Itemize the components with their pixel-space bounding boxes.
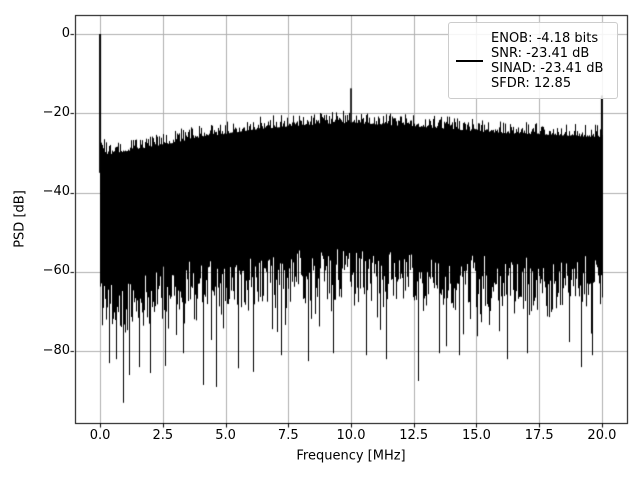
x-tick-label: 12.5 [399, 428, 429, 443]
x-tick-label: 2.5 [152, 428, 174, 443]
x-tick-label: 15.0 [461, 428, 491, 443]
x-tick-label: 5.0 [215, 428, 236, 443]
y-tick-label: −20 [42, 104, 70, 120]
x-tick-label: 7.5 [277, 428, 299, 443]
legend-metrics: ENOB: -4.18 bits SNR: -23.41 dB SINAD: -… [491, 31, 603, 91]
legend-snr-line: SNR: -23.41 dB [491, 45, 590, 61]
legend-enob-line: ENOB: -4.18 bits [491, 30, 599, 46]
y-tick-label: −40 [42, 184, 70, 200]
y-axis-label: PSD [dB] [12, 190, 28, 248]
y-tick-label: −60 [42, 263, 70, 279]
y-tick-label: 0 [61, 25, 70, 41]
x-axis-label: Frequency [MHz] [296, 448, 406, 464]
legend-sinad-line: SINAD: -23.41 dB [491, 60, 604, 76]
x-tick-label: 10.0 [336, 428, 366, 443]
x-tick-label: 20.0 [587, 428, 617, 443]
y-tick-label: −80 [42, 342, 70, 358]
legend: ENOB: -4.18 bits SNR: -23.41 dB SINAD: -… [448, 22, 618, 99]
legend-line-sample-icon [456, 59, 483, 62]
legend-sfdr-line: SFDR: 12.85 [491, 75, 572, 91]
x-tick-label: 17.5 [524, 428, 554, 443]
x-tick-label: 0.0 [89, 428, 111, 443]
